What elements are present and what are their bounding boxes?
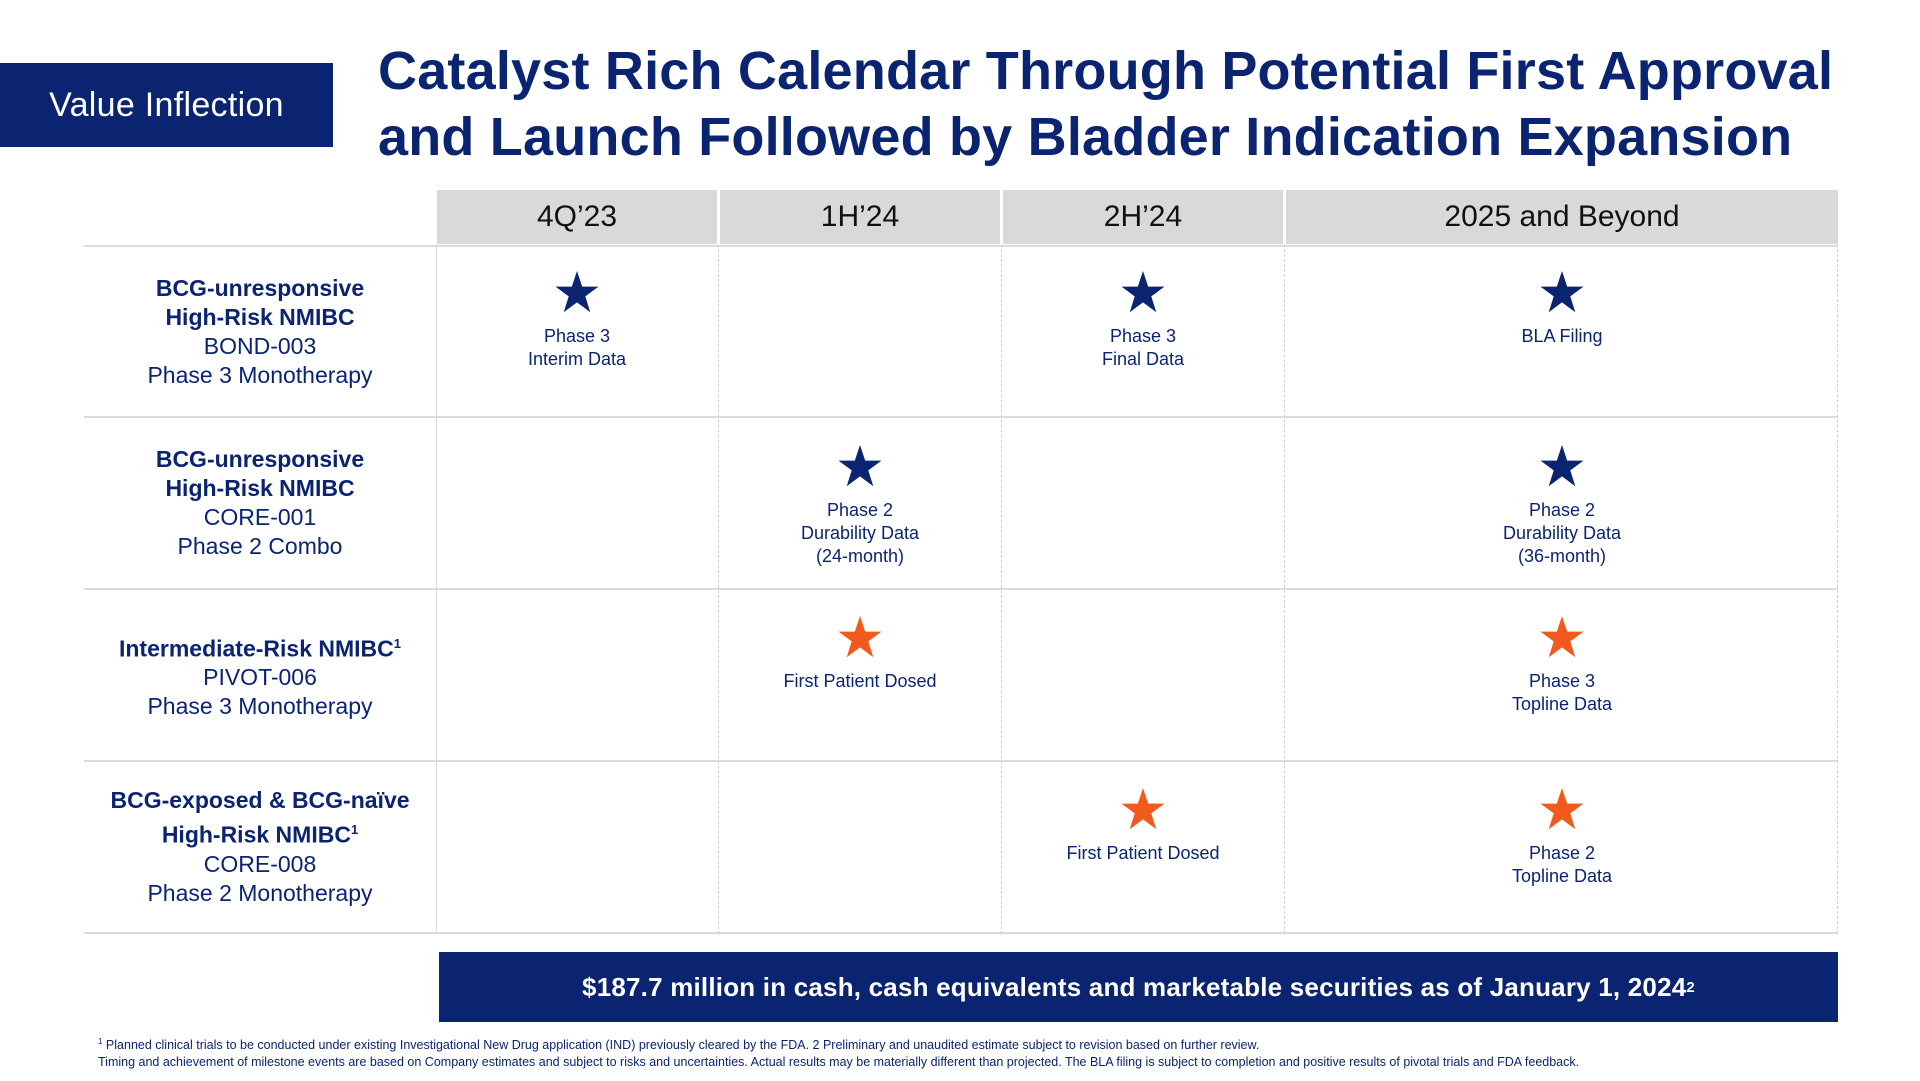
row-divider [84,588,1838,590]
row-label-core-008: BCG-exposed & BCG-naïve High-Risk NMIBC1… [84,762,436,932]
footnote-line-2: Timing and achievement of milestone even… [98,1055,1580,1070]
star-icon [1540,616,1584,658]
trial-design: Phase 3 Monotherapy [147,361,373,388]
milestone-bond-003-2025: BLA Filing [1286,269,1838,348]
title-line-2: and Launch Followed by Bladder Indicatio… [378,107,1793,167]
column-divider [1284,244,1285,934]
trial-name: CORE-008 [203,850,317,877]
banner-text: $187.7 million in cash, cash equivalents… [582,971,1687,1002]
column-divider [718,244,719,934]
title-line-1: Catalyst Rich Calendar Through Potential… [378,41,1834,101]
trial-name: PIVOT-006 [203,664,317,691]
star-icon [1121,271,1165,313]
indication-line-2: High-Risk NMIBC [165,475,355,501]
footnote-marker: 1 [350,822,359,838]
footnote-marker: 1 [393,635,401,651]
milestone-label: Phase 2 Durability Data (36-month) [1502,500,1622,566]
row-divider [84,932,1838,934]
indication-line-1: BCG-unresponsive [155,274,365,301]
milestone-label: Phase 3 Interim Data [527,326,627,369]
column-header-2h24: 2H’24 [1003,190,1283,244]
indication-line-1: Intermediate-Risk NMIBC1 [118,635,401,662]
milestone-label: Phase 2 Topline Data [1511,843,1613,886]
milestone-pivot-006-1h24: First Patient Dosed [720,614,1000,693]
row-label-bond-003: BCG-unresponsive High-Risk NMIBC BOND-00… [84,247,436,416]
trial-name: CORE-001 [203,504,317,530]
column-divider [436,244,437,934]
milestone-label: Phase 2 Durability Data (24-month) [800,500,920,566]
star-icon [1540,271,1584,313]
page-title: Catalyst Rich Calendar Through Potential… [378,38,1898,170]
column-header-4q23: 4Q’23 [437,190,717,244]
row-divider [84,245,1838,247]
footnote-line-1: 1 Planned clinical trials to be conducte… [98,1037,1260,1053]
footnote-marker: 1 [98,1037,103,1046]
footnotes: 1 Planned clinical trials to be conducte… [98,1033,1898,1071]
row-divider [84,416,1838,418]
star-icon [838,616,882,658]
trial-name: BOND-003 [203,332,317,359]
column-divider [1001,244,1002,934]
milestone-bond-003-4q23: Phase 3 Interim Data [437,269,717,371]
star-icon [1121,788,1165,830]
indication-line-2: High-Risk NMIBC1 [161,821,359,848]
star-icon [1540,788,1584,830]
section-tag: Value Inflection [0,63,333,147]
milestone-core-001-1h24: Phase 2 Durability Data (24-month) [720,443,1000,568]
row-label-core-001: BCG-unresponsive High-Risk NMIBC CORE-00… [84,418,436,588]
row-label-pivot-006: Intermediate-Risk NMIBC1 PIVOT-006 Phase… [84,590,436,760]
trial-design: Phase 2 Monotherapy [147,879,373,906]
row-divider [84,760,1838,762]
indication-line-1: BCG-unresponsive [155,446,365,472]
footnote-marker: 2 [1686,978,1695,996]
catalyst-calendar-table: 4Q’23 1H’24 2H’24 2025 and Beyond BCG-un… [84,190,1838,934]
milestone-label: First Patient Dosed [1066,843,1220,863]
cash-position-banner: $187.7 million in cash, cash equivalents… [439,952,1838,1022]
milestone-bond-003-2h24: Phase 3 Final Data [1003,269,1283,371]
indication-line-2: High-Risk NMIBC [165,303,355,330]
star-icon [838,445,882,487]
milestone-core-008-2h24: First Patient Dosed [1003,786,1283,865]
milestone-label: Phase 3 Topline Data [1511,671,1613,714]
star-icon [555,271,599,313]
star-icon [1540,445,1584,487]
milestone-pivot-006-2025: Phase 3 Topline Data [1286,614,1838,716]
milestone-core-008-2025: Phase 2 Topline Data [1286,786,1838,888]
trial-design: Phase 2 Combo [177,533,343,559]
milestone-label: Phase 3 Final Data [1101,326,1185,369]
milestone-label: First Patient Dosed [783,671,937,691]
milestone-label: BLA Filing [1521,326,1603,346]
column-header-2025-beyond: 2025 and Beyond [1286,190,1838,244]
trial-design: Phase 3 Monotherapy [147,693,373,720]
column-header-1h24: 1H’24 [720,190,1000,244]
milestone-core-001-2025: Phase 2 Durability Data (36-month) [1286,443,1838,568]
indication-line-1: BCG-exposed & BCG-naïve [110,787,410,814]
column-divider [1837,244,1838,934]
